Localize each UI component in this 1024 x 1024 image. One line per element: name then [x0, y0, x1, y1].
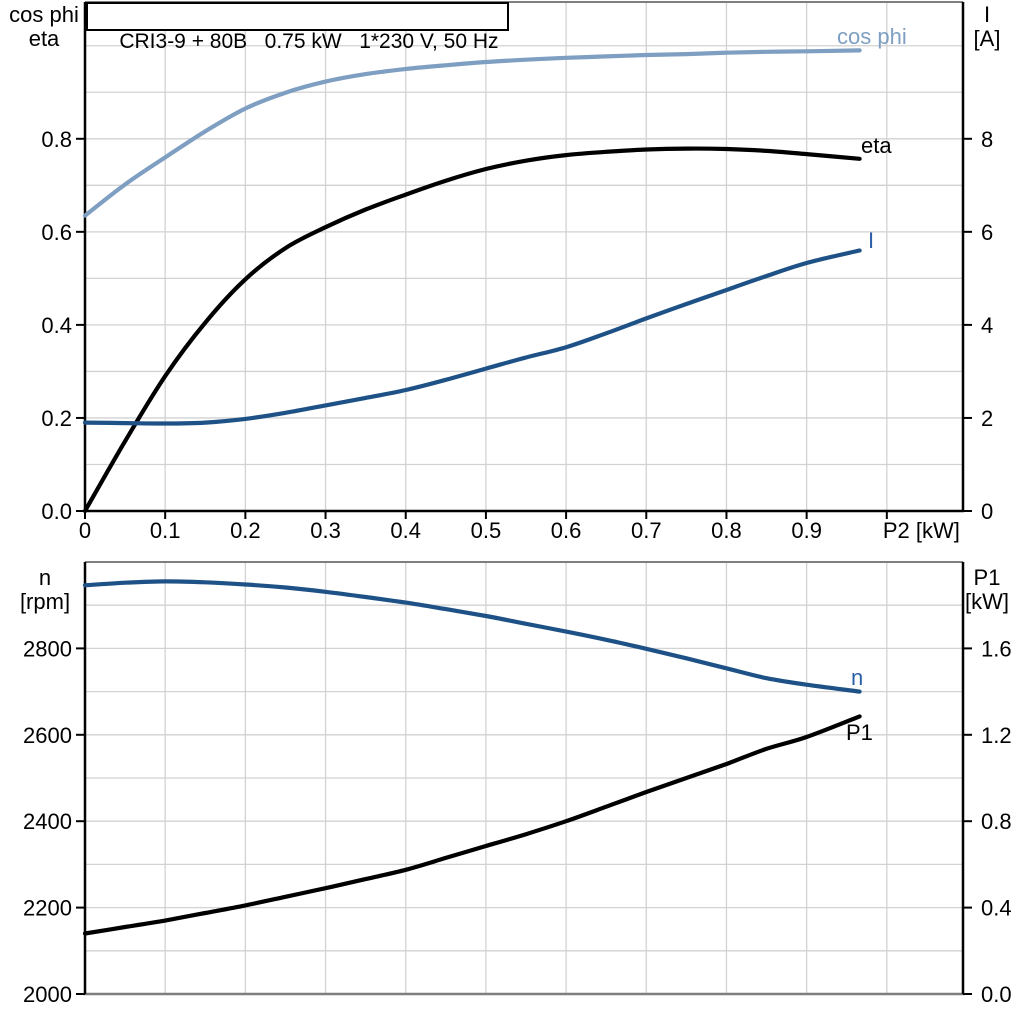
- curve-label-i: I: [868, 228, 874, 253]
- curve-i: [82, 248, 862, 426]
- curve-label-cos-phi: cos phi: [837, 24, 907, 49]
- x-tick-label: 0.4: [390, 518, 421, 543]
- right-tick-label: 6: [981, 220, 993, 245]
- right-tick-label: 0.0: [981, 982, 1012, 1007]
- axis-title-speed: n: [38, 565, 52, 590]
- left-tick-label: 2200: [23, 896, 72, 921]
- x-axis-unit-label: P2 [kW]: [883, 518, 960, 543]
- left-tick-label: 2600: [23, 723, 72, 748]
- top-chart-left-axis-title: cos phi eta: [2, 3, 86, 51]
- axis-title-current-unit: [A]: [973, 26, 1001, 51]
- left-tick-label: 0.8: [41, 127, 72, 152]
- axis-title-eta: eta: [28, 26, 60, 51]
- right-tick-label: 1.2: [981, 723, 1012, 748]
- right-tick-label: 0: [981, 499, 993, 524]
- axis-title-input-power: P1: [973, 565, 1001, 590]
- axis-title-speed-unit: [rpm]: [19, 589, 71, 614]
- x-tick-label: 0.7: [631, 518, 662, 543]
- curve-label-p1: P1: [846, 720, 873, 745]
- bottom-chart-left-axis-title: n [rpm]: [3, 566, 87, 614]
- x-tick-label: 0.2: [230, 518, 261, 543]
- chart-title-box: CRI3-9 + 80B 0.75 kW 1*230 V, 50 Hz: [86, 2, 509, 53]
- bottom-chart-right-axis-title: P1 [kW]: [955, 566, 1019, 614]
- curve-p1: [82, 714, 862, 936]
- x-tick-label: 0.6: [551, 518, 582, 543]
- axis-title-current: I: [983, 2, 991, 27]
- x-tick-label: 0.8: [711, 518, 742, 543]
- x-tick-label: 0: [79, 518, 91, 543]
- right-tick-label: 8: [981, 127, 993, 152]
- right-tick-label: 2: [981, 406, 993, 431]
- left-tick-label: 0.6: [41, 220, 72, 245]
- x-tick-label: 0.1: [150, 518, 181, 543]
- right-tick-label: 4: [981, 313, 993, 338]
- left-tick-label: 0.4: [41, 313, 72, 338]
- curve-label-eta: eta: [861, 133, 892, 158]
- left-tick-label: 0.0: [41, 499, 72, 524]
- top-chart-right-axis-title: I [A]: [955, 3, 1019, 51]
- curve-label-n: n: [851, 665, 863, 690]
- x-tick-label: 0.9: [791, 518, 822, 543]
- left-tick-label: 0.2: [41, 406, 72, 431]
- right-tick-label: 1.6: [981, 636, 1012, 661]
- left-tick-label: 2400: [23, 809, 72, 834]
- right-tick-label: 0.8: [981, 809, 1012, 834]
- chart-title: CRI3-9 + 80B 0.75 kW 1*230 V, 50 Hz: [119, 30, 499, 53]
- curve-eta: [82, 146, 862, 514]
- right-tick-label: 0.4: [981, 896, 1012, 921]
- x-tick-label: 0.3: [310, 518, 341, 543]
- axis-title-input-power-unit: [kW]: [965, 589, 1009, 614]
- axis-title-cos-phi: cos phi: [9, 2, 79, 27]
- left-tick-label: 2800: [23, 636, 72, 661]
- x-tick-label: 0.5: [471, 518, 502, 543]
- curve-cos-phi: [82, 48, 862, 218]
- curve-n: [82, 579, 862, 694]
- left-tick-label: 2000: [23, 982, 72, 1007]
